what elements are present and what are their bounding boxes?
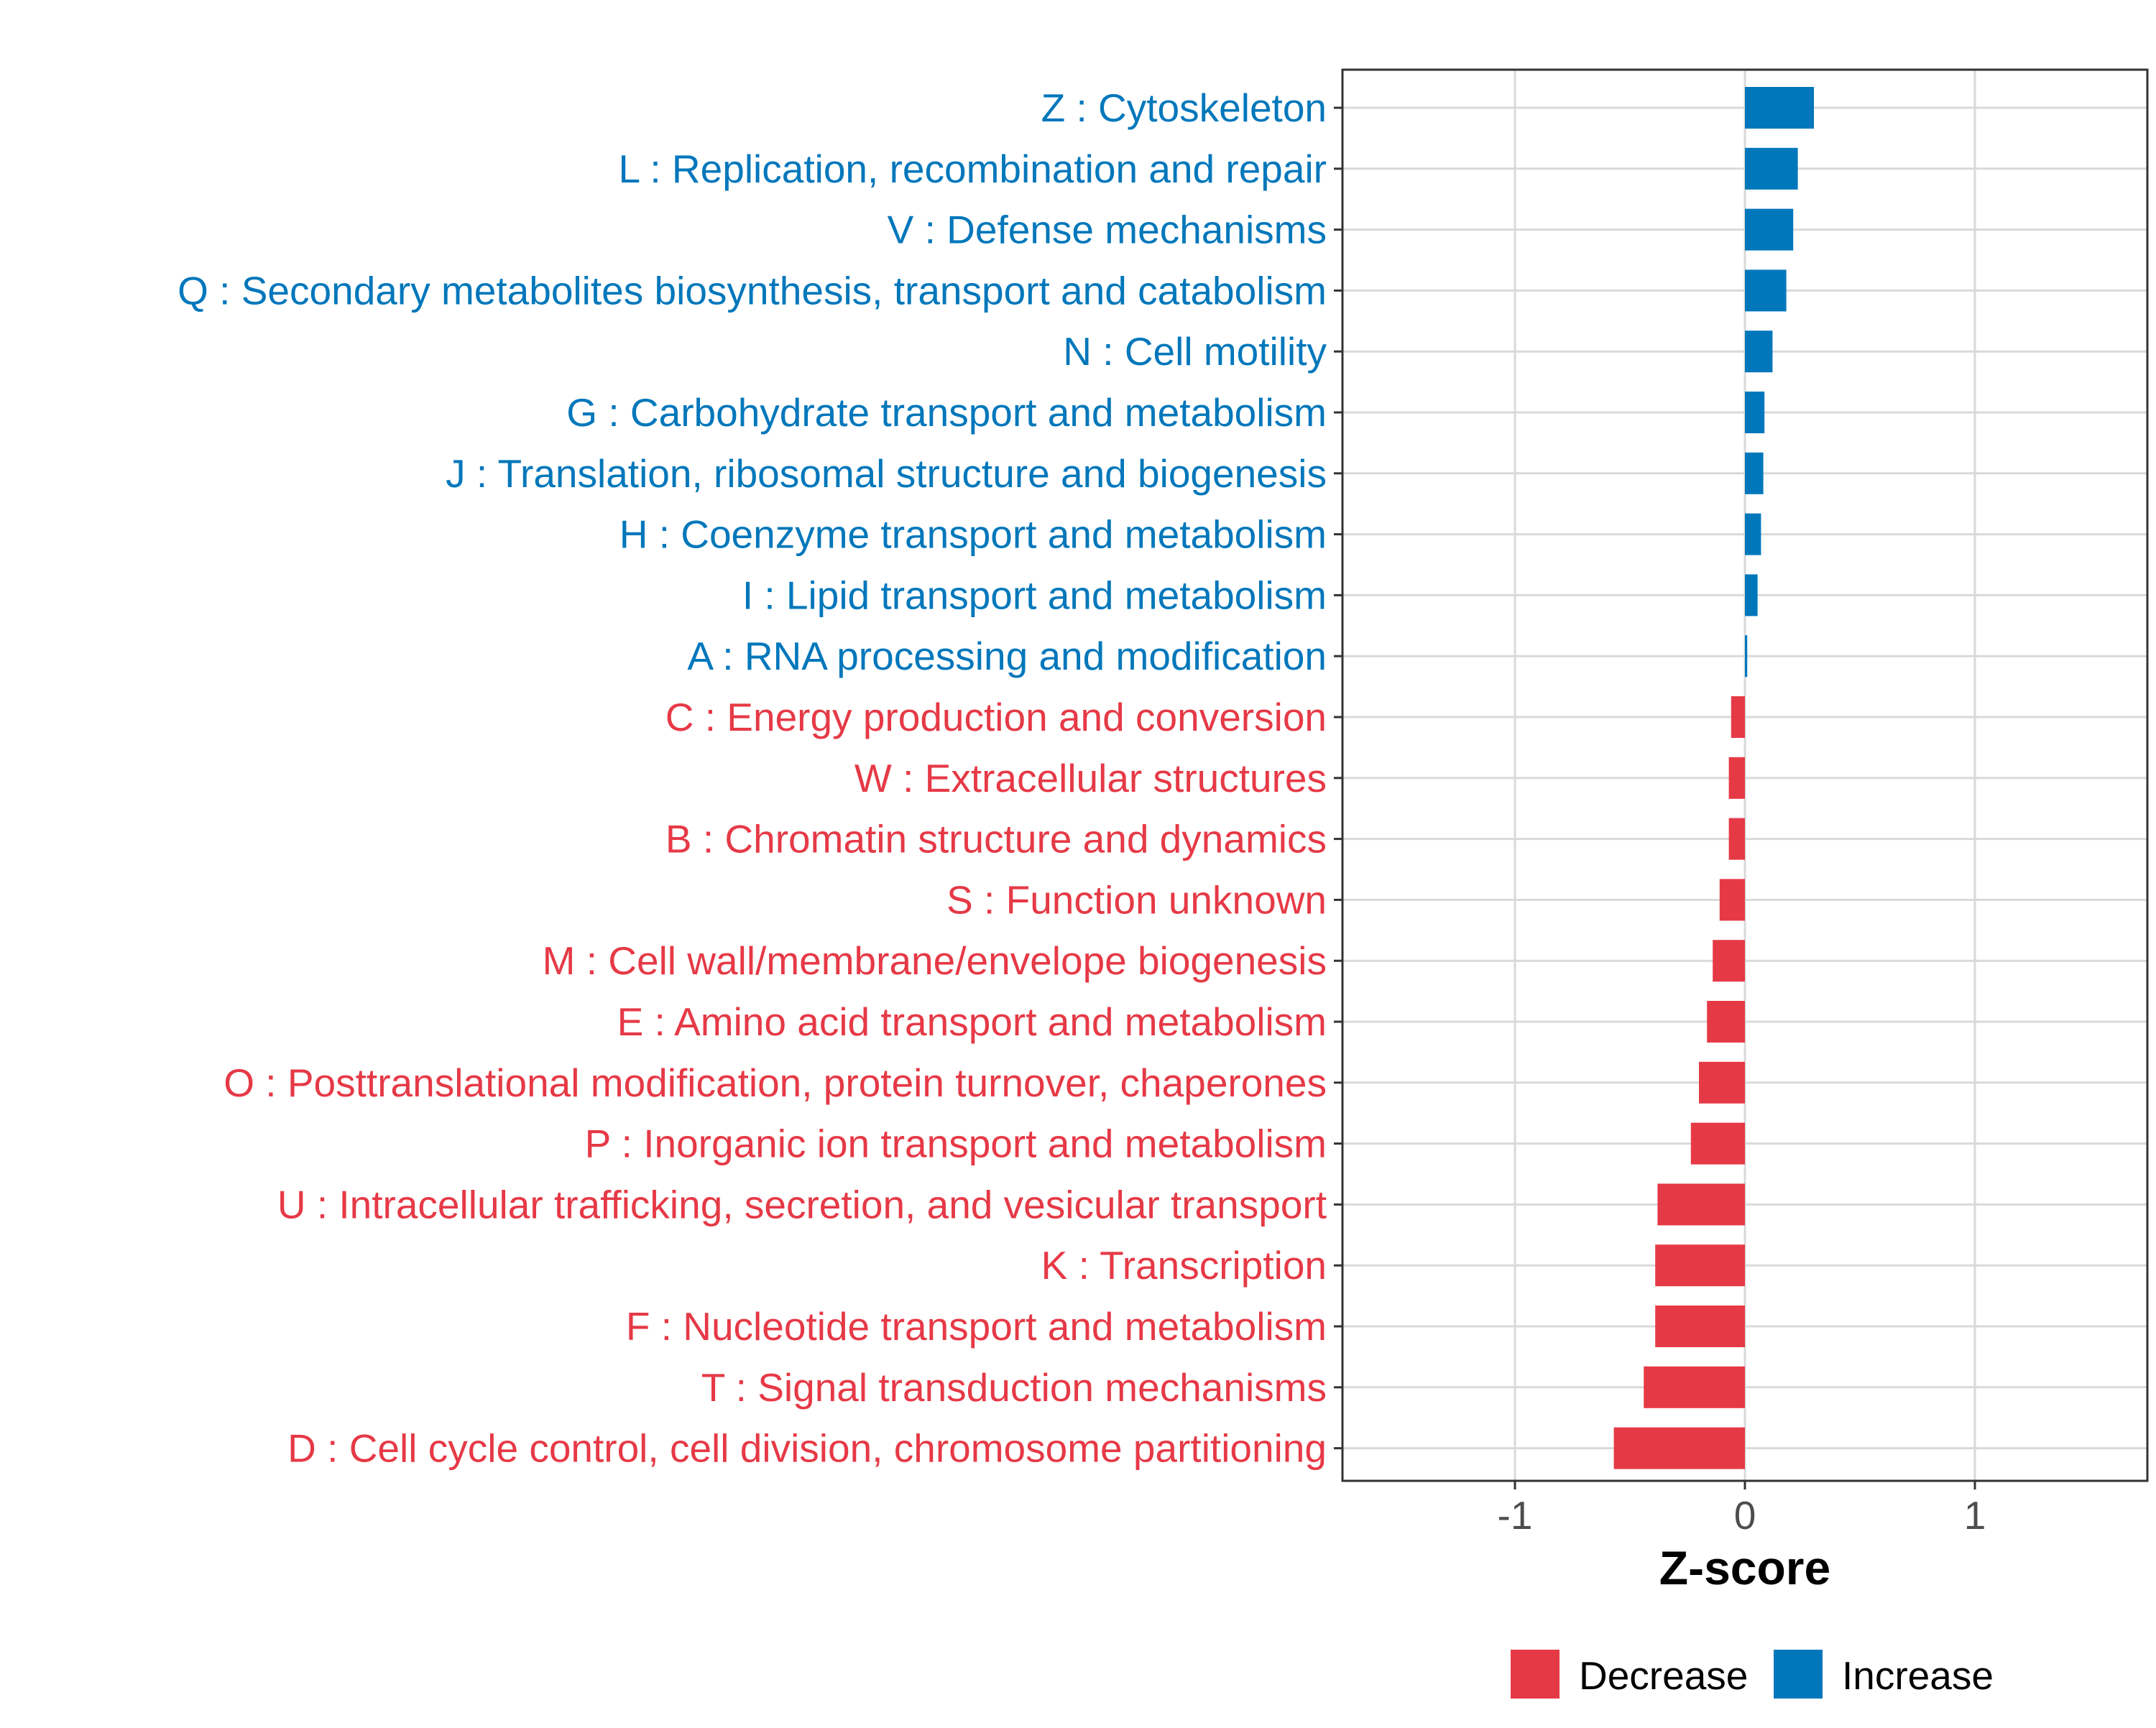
bar bbox=[1613, 1427, 1745, 1469]
y-tick-label: I : Lipid transport and metabolism bbox=[742, 573, 1327, 617]
y-tick-label: H : Coenzyme transport and metabolism bbox=[619, 512, 1327, 557]
y-tick-label: Z : Cytoskeleton bbox=[1041, 86, 1327, 130]
y-tick-label: M : Cell wall/membrane/envelope biogenes… bbox=[543, 938, 1327, 983]
y-tick-label: T : Signal transduction mechanisms bbox=[701, 1365, 1327, 1410]
x-tick-label: 0 bbox=[1734, 1493, 1756, 1538]
legend-swatch bbox=[1774, 1650, 1823, 1699]
bar bbox=[1707, 1001, 1745, 1043]
y-tick-label: U : Intracellular trafficking, secretion… bbox=[277, 1182, 1327, 1226]
legend-label: Decrease bbox=[1579, 1653, 1748, 1698]
bar bbox=[1713, 940, 1745, 982]
y-tick-label: Q : Secondary metabolites biosynthesis, … bbox=[178, 268, 1327, 313]
bar bbox=[1745, 635, 1748, 678]
bar bbox=[1745, 392, 1765, 433]
bar bbox=[1745, 147, 1798, 190]
bar bbox=[1745, 574, 1758, 616]
bar bbox=[1745, 513, 1761, 555]
y-tick-label: J : Translation, ribosomal structure and… bbox=[446, 451, 1327, 496]
y-tick-label: C : Energy production and conversion bbox=[665, 695, 1327, 739]
bar bbox=[1731, 696, 1745, 738]
bar bbox=[1745, 269, 1787, 312]
bar bbox=[1699, 1061, 1745, 1104]
y-tick-label: D : Cell cycle control, cell division, c… bbox=[287, 1426, 1327, 1471]
bar bbox=[1655, 1306, 1745, 1347]
y-tick-label: P : Inorganic ion transport and metaboli… bbox=[585, 1122, 1327, 1166]
x-tick-label: -1 bbox=[1498, 1493, 1533, 1538]
bar bbox=[1644, 1366, 1745, 1408]
y-tick-label: F : Nucleotide transport and metabolism bbox=[626, 1304, 1327, 1349]
bar bbox=[1745, 331, 1773, 373]
y-tick-label: A : RNA processing and modification bbox=[687, 634, 1327, 678]
y-tick-label: L : Replication, recombination and repai… bbox=[619, 147, 1327, 191]
bar bbox=[1745, 87, 1814, 129]
y-tick-label: G : Carbohydrate transport and metabolis… bbox=[566, 390, 1327, 435]
y-tick-label: S : Function unknown bbox=[946, 877, 1327, 922]
bar bbox=[1690, 1122, 1745, 1165]
x-tick-label: 1 bbox=[1964, 1493, 1986, 1538]
y-tick-label: K : Transcription bbox=[1041, 1243, 1327, 1288]
y-tick-label: O : Posttranslational modification, prot… bbox=[224, 1061, 1327, 1105]
y-tick-label: E : Amino acid transport and metabolism bbox=[617, 999, 1327, 1044]
bar bbox=[1657, 1183, 1745, 1226]
x-axis-title: Z-score bbox=[1659, 1541, 1830, 1594]
bar bbox=[1745, 452, 1764, 494]
bar bbox=[1655, 1244, 1745, 1287]
bar bbox=[1745, 208, 1794, 251]
legend-label: Increase bbox=[1842, 1653, 1994, 1698]
bar bbox=[1728, 757, 1745, 799]
bar bbox=[1728, 818, 1745, 860]
legend-swatch bbox=[1511, 1650, 1560, 1699]
y-tick-label: V : Defense mechanisms bbox=[888, 208, 1327, 252]
y-tick-label: B : Chromatin structure and dynamics bbox=[665, 817, 1327, 861]
bar bbox=[1719, 879, 1745, 921]
y-tick-label: N : Cell motility bbox=[1063, 329, 1327, 374]
y-tick-label: W : Extracellular structures bbox=[854, 756, 1327, 800]
